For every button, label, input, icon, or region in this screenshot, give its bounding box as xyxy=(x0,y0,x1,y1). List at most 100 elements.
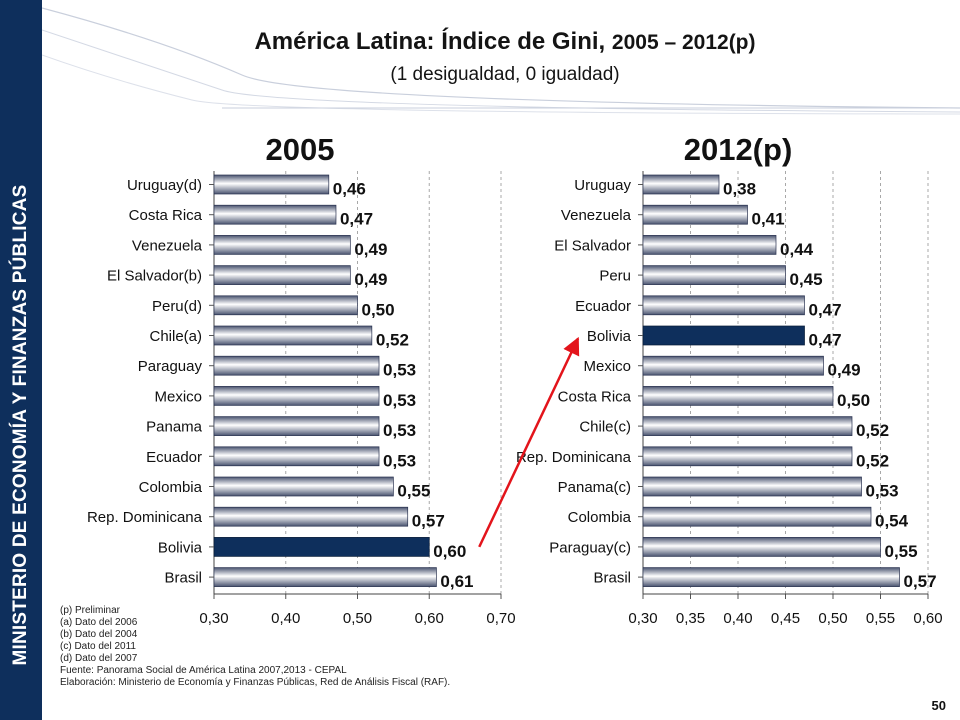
x-tick-label: 0,55 xyxy=(866,610,895,627)
value-label: 0,53 xyxy=(383,421,416,440)
page-subtitle: (1 desigualdad, 0 igualdad) xyxy=(390,64,620,85)
category-label: Paraguay xyxy=(138,358,203,375)
value-label: 0,45 xyxy=(790,270,823,289)
bar-uruguay-d- xyxy=(213,174,330,195)
category-label: Paraguay(c) xyxy=(549,539,631,556)
bar-panama-c- xyxy=(642,476,862,497)
category-label: Rep. Dominicana xyxy=(516,449,632,466)
category-label: Costa Rica xyxy=(129,207,203,224)
bar-rep-dominicana xyxy=(642,446,853,467)
value-label: 0,57 xyxy=(412,512,445,531)
value-label: 0,50 xyxy=(837,391,870,410)
category-label: Panama xyxy=(146,419,203,436)
chart-title: 2005 xyxy=(266,132,335,167)
bar-bolivia xyxy=(642,325,805,346)
chart-title: 2012(p) xyxy=(684,132,793,167)
x-tick-label: 0,60 xyxy=(913,610,942,627)
category-label: Mexico xyxy=(154,388,202,405)
value-label: 0,49 xyxy=(828,361,861,380)
bar-paraguay-c- xyxy=(642,537,881,557)
category-label: El Salvador(b) xyxy=(107,268,202,285)
bar-venezuela xyxy=(642,204,748,225)
value-label: 0,57 xyxy=(904,572,937,591)
bar-mexico xyxy=(642,355,824,376)
category-label: Costa Rica xyxy=(558,388,632,405)
x-tick-label: 0,60 xyxy=(415,610,444,627)
category-label: Colombia xyxy=(139,479,203,496)
category-label: Chile(a) xyxy=(149,328,202,345)
value-label: 0,53 xyxy=(383,361,416,380)
bar-el-salvador-b- xyxy=(213,265,351,285)
value-label: 0,49 xyxy=(354,240,387,259)
value-label: 0,55 xyxy=(397,482,430,501)
category-label: Bolivia xyxy=(587,328,632,345)
bar-brasil xyxy=(213,567,437,587)
category-label: Ecuador xyxy=(575,298,631,315)
bar-bolivia xyxy=(213,537,430,557)
category-label: Uruguay xyxy=(574,177,631,194)
footnote: (c) Dato del 2011 xyxy=(60,641,136,652)
category-label: Peru(d) xyxy=(152,298,202,315)
page-title: América Latina: Índice de Gini, 2005 – 2… xyxy=(0,28,960,56)
category-label: Uruguay(d) xyxy=(127,177,202,194)
value-label: 0,47 xyxy=(809,331,842,350)
value-label: 0,53 xyxy=(383,391,416,410)
title-years: 2005 – 2012(p) xyxy=(611,31,756,54)
value-label: 0,46 xyxy=(333,180,366,199)
value-label: 0,54 xyxy=(875,512,909,531)
value-label: 0,38 xyxy=(723,180,756,199)
bar-peru-d- xyxy=(213,295,358,316)
value-label: 0,50 xyxy=(362,300,395,319)
footnote: (a) Dato del 2006 xyxy=(60,617,138,628)
category-label: Peru xyxy=(599,268,631,285)
category-label: Brasil xyxy=(593,570,631,587)
chart-2005: 2005 0,30 0,40 0,50 0,60 0,70 Uruguay(d) 0,46 Co… xyxy=(87,132,516,627)
bar-mexico xyxy=(213,386,380,406)
value-label: 0,60 xyxy=(433,542,466,561)
bar-ecuador xyxy=(642,295,805,316)
x-tick-label: 0,40 xyxy=(723,610,752,627)
bar-colombia xyxy=(642,506,872,527)
category-label: Ecuador xyxy=(146,449,202,466)
elaboration-note: Elaboración: Ministerio de Economía y Fi… xyxy=(60,677,451,688)
bar-costa-rica xyxy=(213,204,337,225)
bolivia-change-arrow xyxy=(478,336,580,548)
value-label: 0,47 xyxy=(340,210,373,229)
bar-panama xyxy=(213,416,380,436)
value-label: 0,53 xyxy=(383,451,416,470)
footnote: (b) Dato del 2004 xyxy=(60,629,138,640)
category-label: El Salvador xyxy=(554,237,631,254)
value-label: 0,52 xyxy=(856,451,889,470)
x-tick-label: 0,50 xyxy=(818,610,847,627)
x-tick-label: 0,45 xyxy=(771,610,800,627)
bar-chile-a- xyxy=(213,325,373,346)
ministry-sidebar: MINISTERIO DE ECONOMÍA Y FINANZAS PÚBLIC… xyxy=(0,0,42,720)
bar-rep-dominicana xyxy=(213,506,409,527)
title-main: América Latina: Índice de Gini, xyxy=(254,28,606,55)
bar-el-salvador xyxy=(642,235,777,255)
category-label: Mexico xyxy=(583,358,631,375)
bar-chile-c- xyxy=(642,416,853,436)
category-label: Bolivia xyxy=(158,539,203,556)
bar-colombia xyxy=(213,476,394,497)
bar-costa-rica xyxy=(642,386,834,406)
category-label: Chile(c) xyxy=(579,419,631,436)
decorative-header-lines xyxy=(42,7,960,115)
chart-2012p: 2012(p) 0,30 0,35 0,40 0,45 0,50 0,55 0,60 Urugu… xyxy=(516,132,943,627)
footnote: (d) Dato del 2007 xyxy=(60,653,138,664)
bar-uruguay xyxy=(642,174,720,195)
value-label: 0,47 xyxy=(809,300,842,319)
x-tick-label: 0,70 xyxy=(486,610,515,627)
footnote: (p) Preliminar xyxy=(60,605,121,616)
value-label: 0,61 xyxy=(440,572,473,591)
value-label: 0,44 xyxy=(780,240,814,259)
x-tick-label: 0,35 xyxy=(676,610,705,627)
x-tick-label: 0,30 xyxy=(199,610,228,627)
value-label: 0,55 xyxy=(885,542,918,561)
x-tick-label: 0,40 xyxy=(271,610,300,627)
bar-brasil xyxy=(642,567,900,587)
value-label: 0,52 xyxy=(856,421,889,440)
category-label: Colombia xyxy=(568,509,632,526)
bar-ecuador xyxy=(213,446,380,467)
